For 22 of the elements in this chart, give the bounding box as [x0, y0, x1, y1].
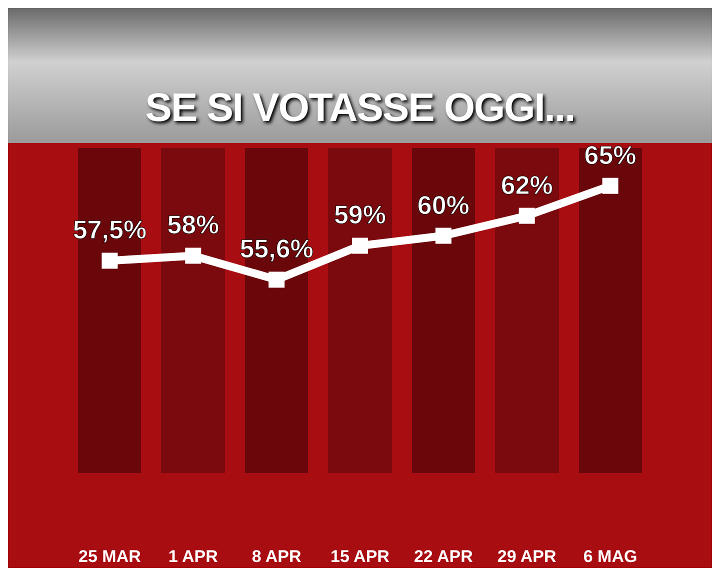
- point: [185, 248, 202, 264]
- x-tick-label: 15 APR: [330, 547, 390, 566]
- point: [518, 208, 535, 224]
- data-label: 55,6%: [240, 234, 314, 264]
- x-tick-label: 8 APR: [252, 547, 302, 566]
- point: [435, 228, 452, 244]
- data-label: 57,5%: [72, 214, 147, 245]
- data-label: 65%: [584, 140, 636, 170]
- point: [602, 178, 618, 194]
- x-tick-label: 1 APR: [168, 547, 218, 566]
- x-tick-label: 25 MAR: [78, 547, 141, 566]
- x-tick-label: 29 APR: [497, 547, 556, 566]
- chart-title: SE SI VOTASSE OGGI...: [144, 86, 576, 131]
- x-tick-label: 6 MAG: [583, 547, 638, 566]
- x-tick-label: 22 APR: [414, 547, 473, 566]
- point: [102, 252, 118, 269]
- point: [268, 272, 285, 288]
- data-label: 62%: [500, 170, 553, 200]
- point: [352, 238, 368, 254]
- data-label: 60%: [417, 190, 470, 220]
- data-label: 58%: [167, 210, 220, 240]
- data-label: 59%: [334, 200, 386, 230]
